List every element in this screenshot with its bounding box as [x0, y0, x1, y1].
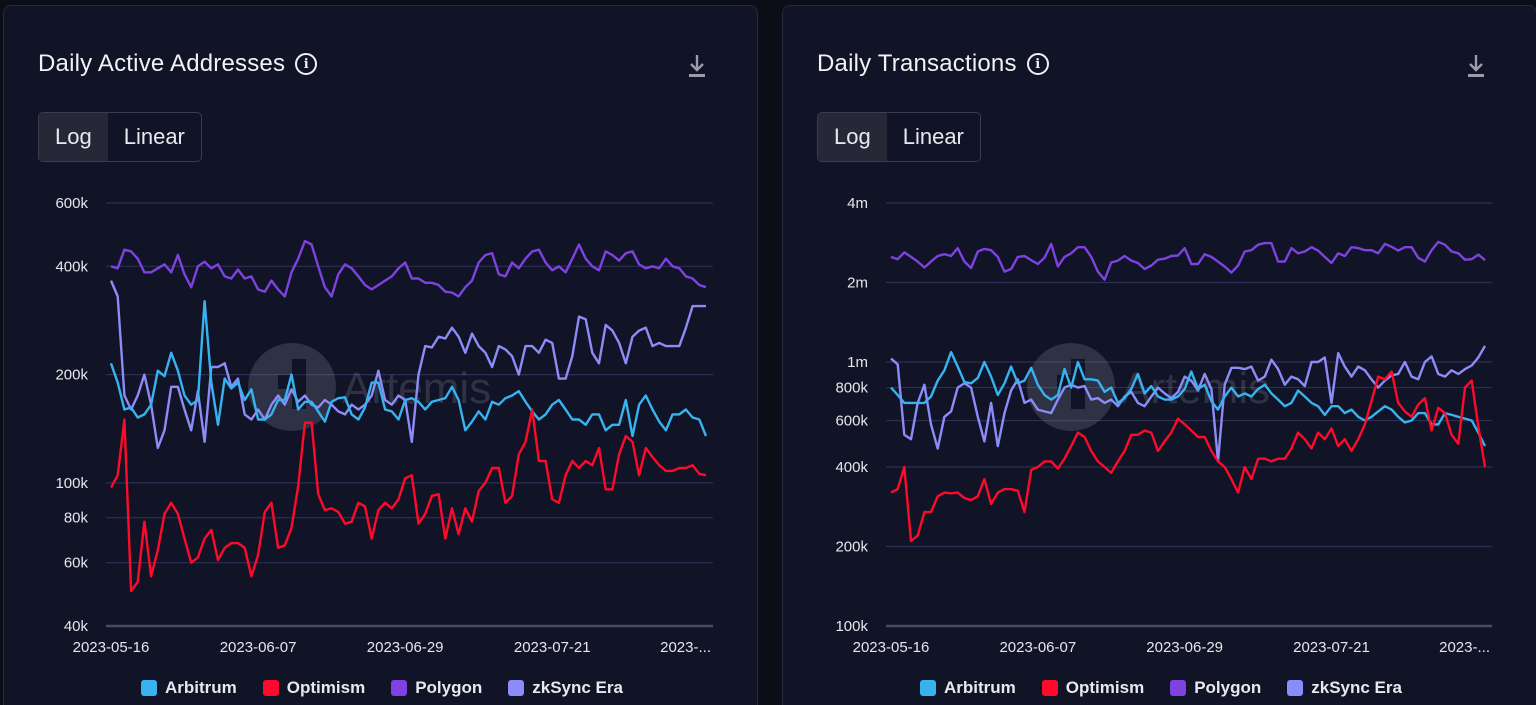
legend-label: Polygon — [415, 678, 483, 697]
panel-title: Daily Transactions — [817, 50, 1017, 77]
legend-item-optimism[interactable]: Optimism — [262, 678, 366, 698]
download-icon[interactable] — [685, 52, 709, 80]
scale-toggle: Log Linear — [817, 112, 981, 162]
y-tick-label: 200k — [55, 367, 88, 384]
y-tick-label: 80k — [64, 510, 89, 527]
legend-label: Arbitrum — [944, 678, 1016, 697]
y-tick-label: 600k — [835, 413, 868, 430]
y-tick-label: 4m — [847, 195, 868, 212]
y-tick-label: 2m — [847, 274, 868, 291]
y-tick-label: 40k — [64, 618, 89, 635]
y-tick-label: 100k — [835, 618, 868, 635]
legend-swatch — [1287, 680, 1304, 696]
legend-item-arbitrum[interactable]: Arbitrum — [141, 678, 237, 698]
legend-swatch — [1170, 680, 1187, 696]
scale-toggle: Log Linear — [38, 112, 202, 162]
info-icon[interactable]: i — [1026, 53, 1049, 75]
legend-swatch — [391, 680, 408, 696]
series-line-polygon[interactable] — [890, 240, 1486, 281]
daily-active-addresses-panel: Daily Active Addresses i Log Linear 40k 6… — [3, 5, 758, 705]
x-tick-label: 2023-... — [1439, 639, 1490, 656]
panel-title: Daily Active Addresses — [38, 50, 286, 77]
download-icon[interactable] — [1464, 52, 1488, 80]
daily-transactions-panel: Daily Transactions i Log Linear 100k 200k… — [782, 5, 1536, 705]
y-tick-label: 800k — [835, 380, 868, 397]
x-tick-label: 2023-07-21 — [514, 639, 591, 656]
legend-label: zkSync Era — [1311, 678, 1402, 697]
panel-header: Daily Active Addresses i — [38, 50, 318, 78]
daily-active-addresses-chart: 40k 60k 80k 100k 200k 400k 600k 2023-05-16 2023-… — [55, 195, 713, 656]
series-line-optimism[interactable] — [109, 408, 707, 593]
legend-label: Arbitrum — [165, 678, 237, 697]
x-tick-label: 2023-05-16 — [73, 639, 150, 656]
legend-item-optimism[interactable]: Optimism — [1041, 678, 1145, 698]
y-tick-label: 1m — [847, 354, 868, 371]
x-tick-label: 2023-06-29 — [1146, 639, 1223, 656]
series-line-arbitrum[interactable] — [890, 350, 1487, 447]
legend-swatch — [141, 680, 157, 696]
y-tick-label: 400k — [55, 258, 88, 275]
legend-label: Optimism — [1065, 678, 1145, 697]
y-tick-label: 200k — [835, 539, 868, 556]
chart-legend: Arbitrum Optimism Polygon zkSync Era — [920, 678, 1428, 698]
legend-swatch — [508, 680, 525, 696]
panel-header: Daily Transactions i — [817, 50, 1049, 78]
legend-item-polygon[interactable]: Polygon — [1170, 678, 1261, 698]
x-tick-label: 2023-06-29 — [367, 639, 444, 656]
legend-swatch — [920, 680, 936, 696]
x-tick-label: 2023-... — [660, 639, 711, 656]
x-tick-label: 2023-06-07 — [999, 639, 1076, 656]
x-tick-label: 2023-06-07 — [220, 639, 297, 656]
y-tick-label: 100k — [55, 475, 88, 492]
y-tick-label: 400k — [835, 459, 868, 476]
legend-item-zksync[interactable]: zkSync Era — [508, 678, 623, 698]
legend-swatch — [262, 680, 279, 696]
log-scale-button[interactable]: Log — [39, 113, 108, 161]
y-tick-label: 600k — [55, 195, 88, 212]
series-line-optimism[interactable] — [890, 370, 1487, 543]
linear-scale-button[interactable]: Linear — [887, 113, 980, 161]
x-tick-label: 2023-05-16 — [853, 639, 930, 656]
daily-transactions-chart: 100k 200k 400k 600k 800k 1m 2m 4m 2023-05-16 2023… — [835, 195, 1492, 656]
legend-item-zksync[interactable]: zkSync Era — [1287, 678, 1402, 698]
log-scale-button[interactable]: Log — [818, 113, 887, 161]
legend-item-polygon[interactable]: Polygon — [391, 678, 482, 698]
legend-item-arbitrum[interactable]: Arbitrum — [920, 678, 1016, 698]
series-line-polygon[interactable] — [110, 239, 707, 298]
linear-scale-button[interactable]: Linear — [108, 113, 201, 161]
info-icon[interactable]: i — [295, 53, 318, 75]
legend-label: zkSync Era — [532, 678, 623, 697]
legend-label: Polygon — [1194, 678, 1262, 697]
y-tick-label: 60k — [64, 555, 89, 572]
series-line-arbitrum[interactable] — [109, 299, 708, 438]
legend-label: Optimism — [286, 678, 366, 697]
chart-legend: Arbitrum Optimism Polygon zkSync Era — [141, 678, 649, 698]
x-tick-label: 2023-07-21 — [1293, 639, 1370, 656]
legend-swatch — [1041, 680, 1058, 696]
